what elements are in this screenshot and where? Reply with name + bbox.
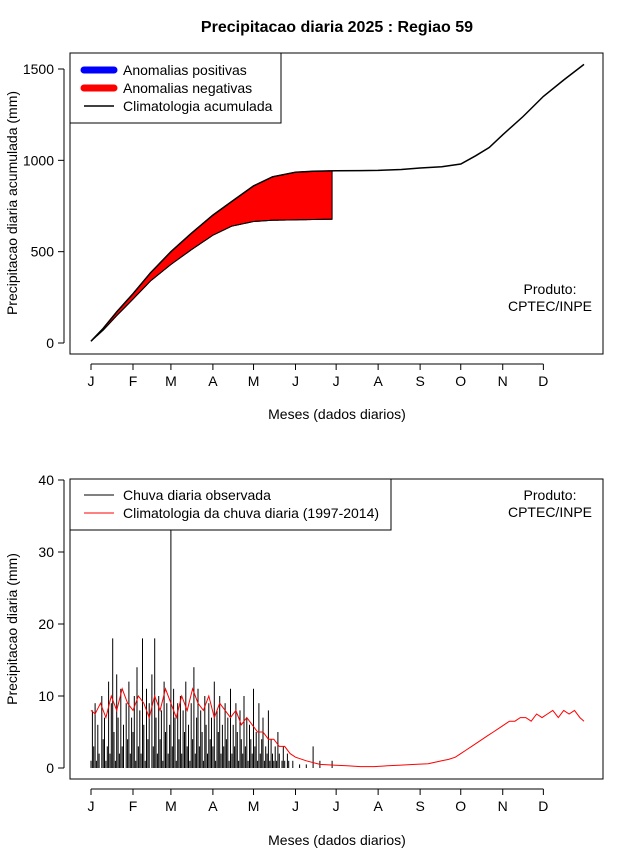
- panel1-x-tick-label: A: [208, 373, 218, 389]
- panel1-annotation-line1: Produto:: [524, 281, 577, 297]
- panel2-x-tick-label: J: [292, 798, 299, 814]
- panel2-y-tick-label: 10: [38, 688, 54, 704]
- panel1-x-tick-label: M: [165, 373, 177, 389]
- panel1-x-tick-label: F: [129, 373, 138, 389]
- panel1-x-tick-label: D: [538, 373, 548, 389]
- panel2-x-tick-label: A: [208, 798, 218, 814]
- panel1-y-tick-label: 0: [46, 335, 54, 351]
- panel2-x-tick-label: J: [333, 798, 340, 814]
- legend-negative-label: Anomalias negativas: [123, 80, 252, 96]
- panel2-ylabel: Precipitacao diaria (mm): [4, 553, 20, 705]
- panel1-x-tick-label: M: [248, 373, 260, 389]
- chart-title: Precipitacao diaria 2025 : Regiao 59: [201, 19, 473, 36]
- panel2-x-tick-label: A: [373, 798, 383, 814]
- panel2-annotation-line2: CPTEC/INPE: [508, 504, 592, 520]
- panel1-x-tick-label: A: [373, 373, 383, 389]
- legend-positive-label: Anomalias positivas: [123, 62, 247, 78]
- daily-bars-layer: [90, 530, 333, 768]
- panel2-x-tick-label: S: [415, 798, 424, 814]
- legend-climatology-label: Climatologia acumulada: [123, 98, 273, 114]
- panel2-xlabel: Meses (dados diarios): [268, 832, 406, 848]
- legend-observed-label: Chuva diaria observada: [123, 487, 271, 503]
- panel2-x-tick-label: M: [165, 798, 177, 814]
- legend-daily-climatology-label: Climatologia da chuva diaria (1997-2014): [123, 505, 379, 521]
- panel2-y-tick-label: 0: [46, 760, 54, 776]
- panel1-y-tick-label: 1000: [23, 152, 54, 168]
- panel2-x-tick-label: F: [129, 798, 138, 814]
- panel2-y-tick-label: 40: [38, 472, 54, 488]
- panel1-annotation-line2: CPTEC/INPE: [508, 298, 592, 314]
- panel1-x-tick-label: J: [88, 373, 95, 389]
- panel2-annotation-line1: Produto:: [524, 487, 577, 503]
- panel1-y-tick-label: 1500: [23, 61, 54, 77]
- panel1-xlabel: Meses (dados diarios): [268, 406, 406, 422]
- panel2-x-tick-label: O: [455, 798, 466, 814]
- panel-cumulative: 0 500 1000 1500 J F M A M J J A S O N D Precipitacao d…: [4, 52, 604, 422]
- panel1-x-tick-label: N: [498, 373, 508, 389]
- panel1-legend: Anomalias positivas Anomalias negativas …: [69, 52, 282, 124]
- panel1-x-tick-label: S: [415, 373, 424, 389]
- daily-climatology-layer: [90, 687, 585, 768]
- climatology-cumulative-line: [90, 63, 585, 342]
- negative-anomaly-area: [90, 170, 333, 342]
- daily-climatology-line: [90, 687, 585, 768]
- anomaly-area-layer: [90, 170, 333, 342]
- panel2-y-tick-label: 20: [38, 616, 54, 632]
- panel1-ylabel: Precipitacao diaria acumulada (mm): [4, 91, 20, 315]
- panel1-y-axis: 0 500 1000 1500: [23, 61, 65, 351]
- panel1-x-tick-label: O: [455, 373, 466, 389]
- observed-cumulative-line: [90, 218, 333, 342]
- panel2-x-tick-label: J: [88, 798, 95, 814]
- panel1-x-tick-label: J: [333, 373, 340, 389]
- cumulative-lines-layer: [90, 63, 585, 342]
- panel-daily: 0 10 20 30 40 J F M A M J J A S O N D Precipitacao diar…: [4, 472, 604, 848]
- panel2-x-tick-label: D: [538, 798, 548, 814]
- panel1-x-tick-label: J: [292, 373, 299, 389]
- panel2-legend-box: [69, 478, 392, 531]
- panel2-y-tick-label: 30: [38, 544, 54, 560]
- panel2-y-axis: 0 10 20 30 40: [38, 472, 65, 776]
- panel2-legend: Chuva diaria observada Climatologia da c…: [69, 478, 392, 531]
- panel2-x-tick-label: M: [248, 798, 260, 814]
- panel1-frame: [69, 52, 604, 355]
- panel2-x-tick-label: N: [498, 798, 508, 814]
- panel1-y-tick-label: 500: [31, 244, 55, 260]
